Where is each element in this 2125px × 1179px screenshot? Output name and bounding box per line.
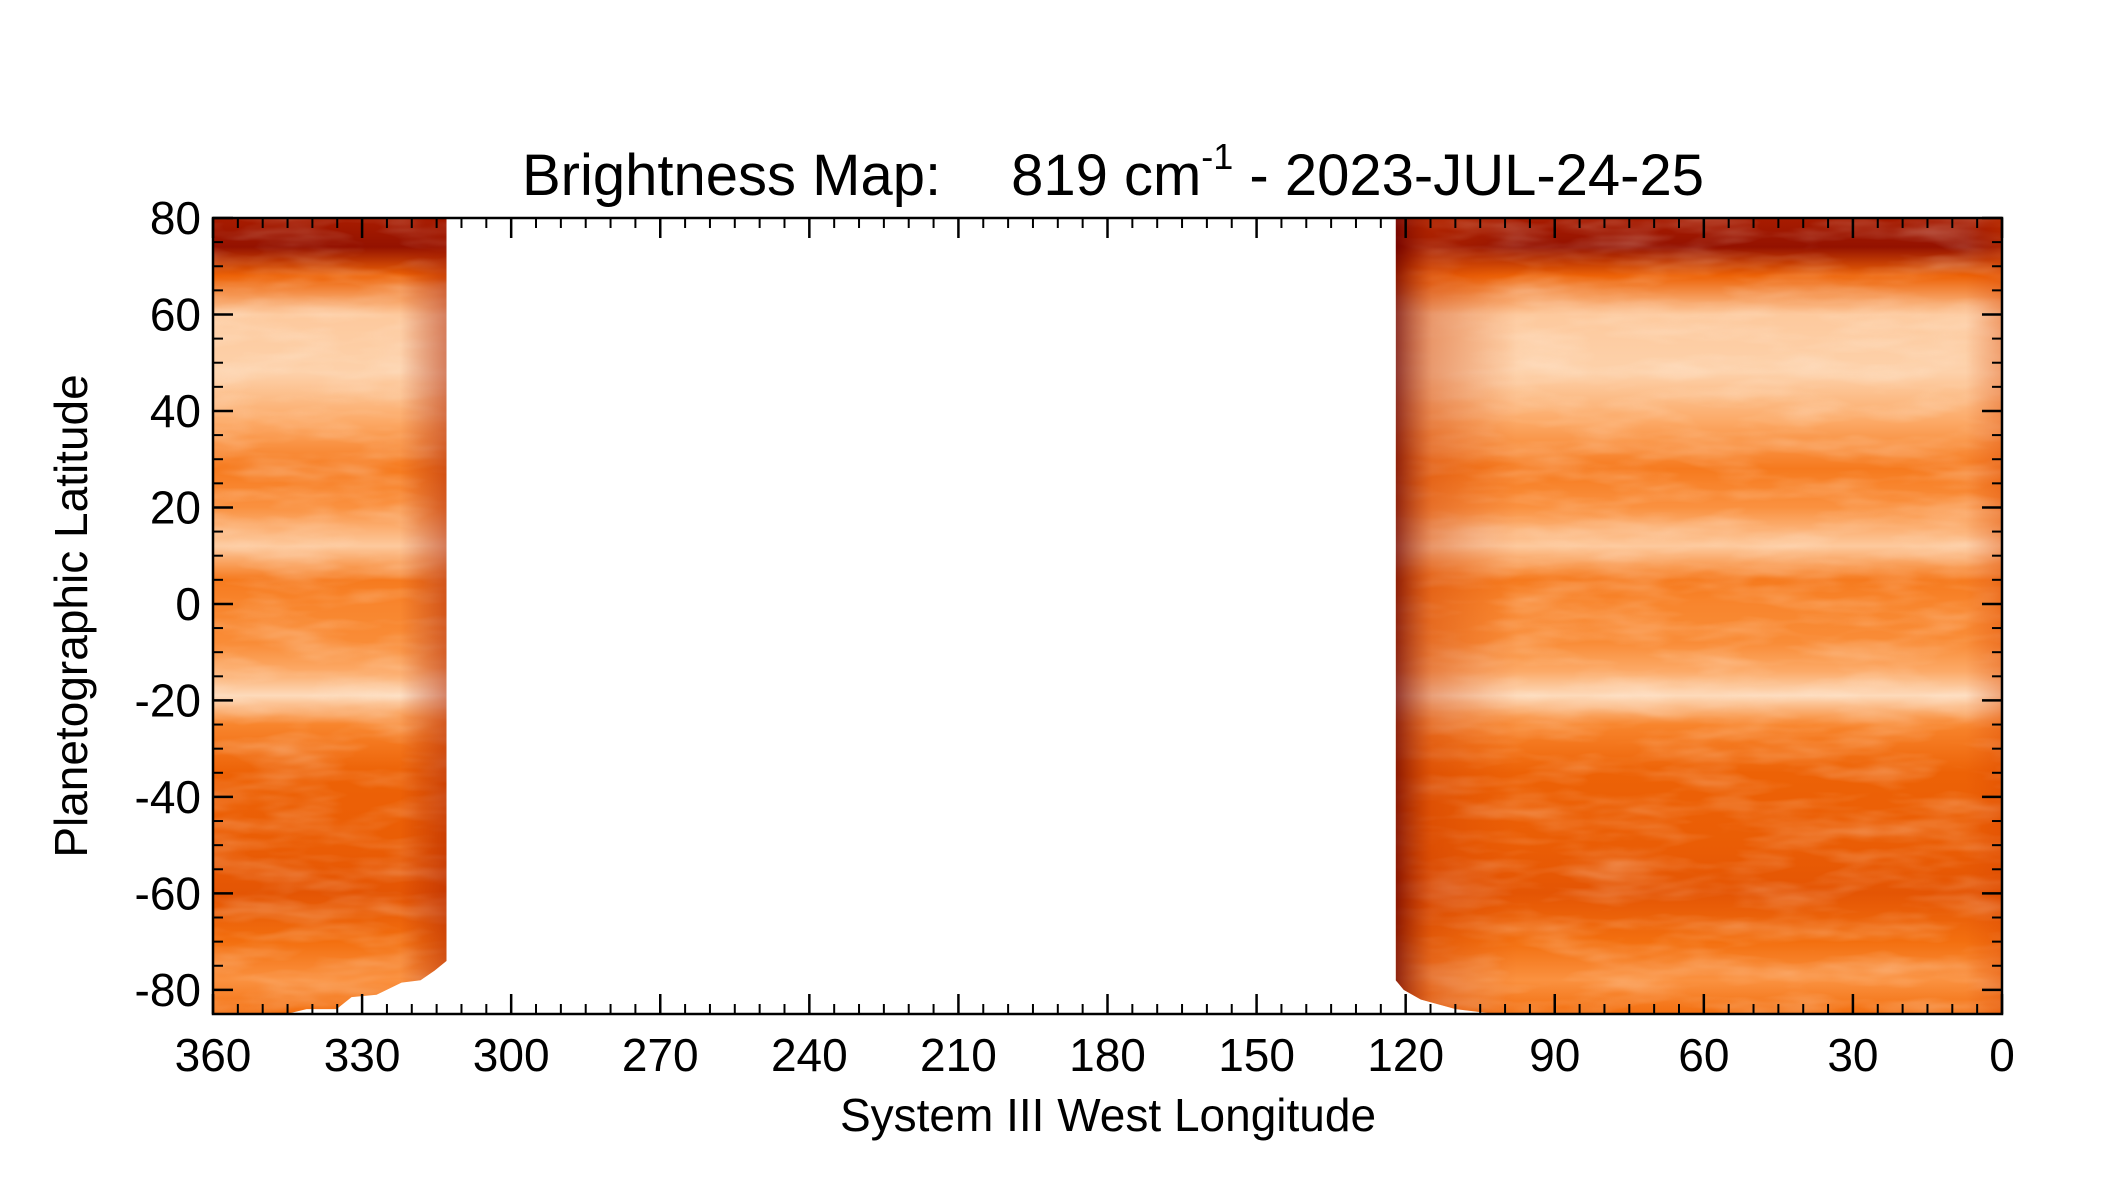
y-tick-label: -40 bbox=[135, 771, 201, 823]
x-tick-label: 300 bbox=[473, 1029, 550, 1081]
title-suffix: - 2023-JUL-24-25 bbox=[1233, 143, 1704, 208]
x-tick-label: 90 bbox=[1529, 1029, 1580, 1081]
heatmap-region-right bbox=[1395, 218, 2002, 1014]
y-tick-label: -80 bbox=[135, 964, 201, 1016]
title-wavenumber: 819 cm bbox=[1011, 143, 1201, 208]
x-tick-label: 180 bbox=[1069, 1029, 1146, 1081]
y-tick-label: 40 bbox=[150, 385, 201, 437]
x-tick-label: 150 bbox=[1218, 1029, 1295, 1081]
x-tick-label: 60 bbox=[1678, 1029, 1729, 1081]
x-tick-label: 270 bbox=[622, 1029, 699, 1081]
heatmap-regions bbox=[213, 218, 2002, 1014]
y-tick-label: 20 bbox=[150, 481, 201, 533]
y-tick-label: 80 bbox=[150, 192, 201, 244]
x-tick-label: 120 bbox=[1367, 1029, 1444, 1081]
title-exponent: -1 bbox=[1201, 136, 1233, 177]
y-tick-label: -60 bbox=[135, 867, 201, 919]
x-axis-ticks: 360 330 300 270 240 210 180 150 120 90 60 30 0 bbox=[175, 218, 2015, 1081]
x-tick-label: 0 bbox=[1989, 1029, 2015, 1081]
x-tick-label: 30 bbox=[1827, 1029, 1878, 1081]
chart-title: Brightness Map: 819 cm-1 - 2023-JUL-24-25 bbox=[522, 136, 1704, 208]
title-prefix: Brightness Map: bbox=[522, 143, 941, 208]
x-tick-label: 330 bbox=[324, 1029, 401, 1081]
y-tick-label: 60 bbox=[150, 288, 201, 340]
y-tick-label: -20 bbox=[135, 674, 201, 726]
y-axis-label: Planetographic Latitude bbox=[45, 374, 97, 857]
x-tick-label: 240 bbox=[771, 1029, 848, 1081]
x-tick-label: 360 bbox=[175, 1029, 252, 1081]
x-tick-label: 210 bbox=[920, 1029, 997, 1081]
heatmap-edge-shade-left bbox=[213, 218, 447, 1014]
y-tick-label: 0 bbox=[175, 578, 201, 630]
heatmap-edge-shade-right bbox=[1395, 218, 2002, 1014]
y-axis-ticks: 80 60 40 20 0 -20 -40 -60 -80 bbox=[135, 192, 2002, 1016]
x-axis-label: System III West Longitude bbox=[840, 1089, 1376, 1141]
heatmap-region-left bbox=[213, 218, 447, 1014]
